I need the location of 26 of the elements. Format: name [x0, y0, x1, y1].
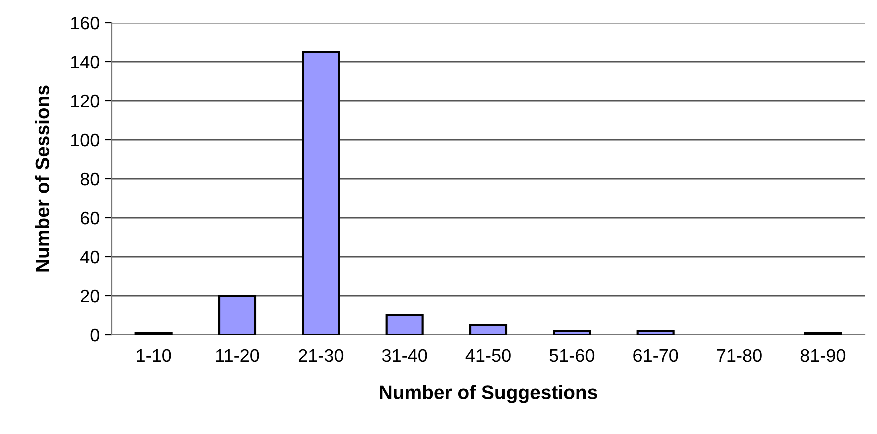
bar	[386, 314, 424, 335]
y-tick-label: 40	[80, 250, 100, 264]
y-tick-label: 140	[71, 56, 100, 69]
x-tick-label: 1-10	[137, 349, 172, 362]
bar	[636, 330, 675, 335]
bar	[553, 330, 592, 335]
x-tick-label: 61-70	[634, 349, 678, 362]
bar	[218, 294, 257, 335]
x-tick-label: 21-30	[298, 349, 344, 362]
x-tick-label: 31-40	[382, 349, 428, 362]
bar	[469, 324, 508, 335]
x-tick-label: 11-20	[216, 349, 260, 362]
x-tick-label: 81-90	[800, 349, 846, 362]
x-tick-label: 71-80	[717, 349, 762, 362]
y-tick-label: 20	[81, 290, 100, 303]
y-tick-label: 60	[81, 212, 100, 225]
y-tick-label: 120	[71, 94, 100, 108]
y-tick-label: 160	[71, 16, 100, 30]
y-axis-title: Number of Sessions	[35, 86, 50, 272]
y-tick-label: 100	[71, 134, 100, 147]
x-axis-title: Number of Suggestions	[380, 385, 598, 404]
bar	[302, 51, 340, 335]
y-tick-label: 0	[90, 328, 100, 342]
x-tick-label: 51-60	[550, 349, 595, 362]
y-tick-label: 80	[80, 172, 100, 186]
x-tick-label: 41-50	[466, 349, 511, 362]
